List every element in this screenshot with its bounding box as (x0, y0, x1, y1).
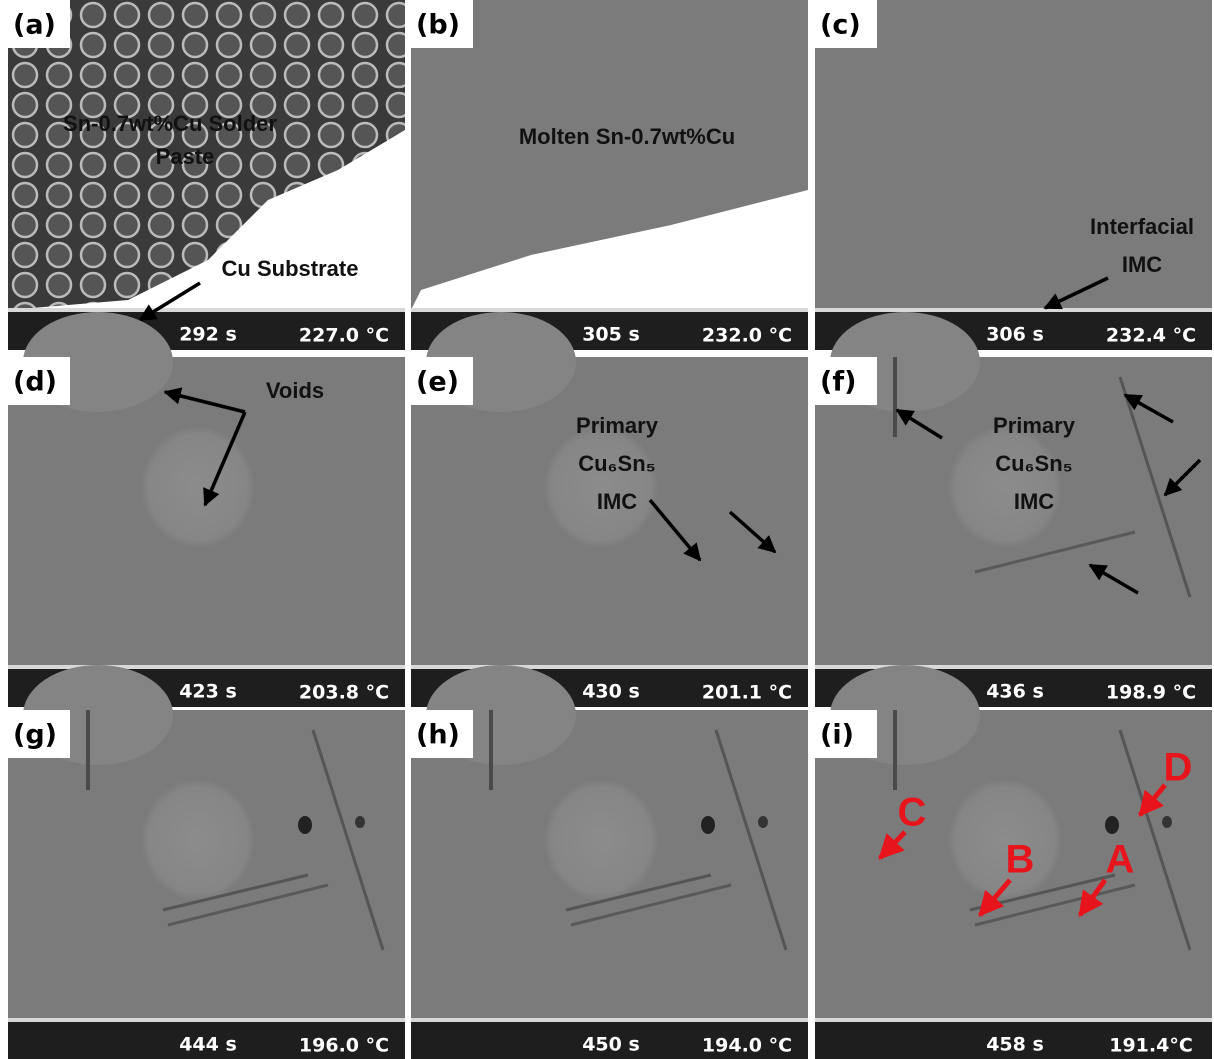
time: 450 s (582, 1034, 640, 1056)
annotation: Primary (576, 413, 659, 438)
temperature: 201.1 °C (702, 682, 792, 704)
panel-label: (f) (820, 367, 856, 398)
interface-line (8, 1018, 405, 1022)
time: 430 s (582, 681, 640, 703)
time: 305 s (582, 324, 640, 346)
pore (355, 816, 365, 828)
temperature: 191.4°C (1109, 1035, 1193, 1057)
temperature: 203.8 °C (299, 682, 389, 704)
figure: (a) 292 s 227.0 °C Sn-0.7wt%Cu Solder Paste C… (0, 0, 1214, 1059)
temperature: 198.9 °C (1106, 682, 1196, 704)
pore (1105, 816, 1119, 834)
interface-line (411, 1018, 808, 1022)
panel: (e) 430 s 201.1 °C Primary Cu₆Sn₅ IMC (411, 312, 808, 707)
time: 458 s (986, 1034, 1044, 1056)
panel: (c) 306 s 232.4 °C Interfacial IMC (815, 0, 1212, 350)
panel: (f) 436 s 198.9 °C Primary Cu₆Sn₅ IMC (815, 312, 1212, 707)
time: 444 s (179, 1034, 237, 1056)
annotation: D (1164, 746, 1193, 790)
time: 292 s (179, 324, 237, 346)
temperature: 194.0 °C (702, 1035, 792, 1057)
void (140, 778, 256, 902)
annotation: Paste (156, 144, 215, 169)
panel: (h) 450 s 194.0 °C (411, 665, 808, 1059)
annotation: IMC (1122, 252, 1162, 277)
panel-label: (h) (416, 720, 460, 751)
panel: (a) 292 s 227.0 °C Sn-0.7wt%Cu Solder Paste C… (8, 0, 405, 350)
annotation: Sn-0.7wt%Cu Solder (63, 111, 277, 136)
void (543, 778, 659, 902)
temperature: 232.4 °C (1106, 325, 1196, 347)
annotation: Interfacial (1090, 214, 1194, 239)
pore (758, 816, 768, 828)
panel: (g) 444 s 196.0 °C (8, 665, 405, 1059)
panel-label: (b) (416, 10, 460, 41)
interface-line (815, 308, 1212, 312)
interface-line (8, 308, 405, 312)
annotation: Voids (266, 378, 324, 403)
panel: (b) 305 s 232.0 °C Molten Sn-0.7wt%Cu (411, 0, 808, 350)
annotation: B (1006, 838, 1035, 882)
panel-label: (a) (13, 10, 56, 41)
temperature: 196.0 °C (299, 1035, 389, 1057)
interface-line (411, 665, 808, 669)
interface-line (411, 308, 808, 312)
panel: (i) 458 s 191.4°C D C B A (815, 665, 1212, 1059)
panel-label: (i) (820, 720, 854, 751)
annotation: IMC (597, 489, 637, 514)
time: 436 s (986, 681, 1044, 703)
annotation: Cu Substrate (222, 256, 359, 281)
interface-line (815, 1018, 1212, 1022)
panel-label: (c) (820, 10, 861, 41)
interface-line (815, 665, 1212, 669)
panel: (d) 423 s 203.8 °C Voids (8, 312, 405, 707)
annotation: C (898, 791, 927, 835)
pore (701, 816, 715, 834)
annotation: Primary (993, 413, 1076, 438)
void (947, 425, 1063, 549)
pore (1162, 816, 1172, 828)
annotation: Cu₆Sn₅ (995, 451, 1073, 476)
time: 423 s (179, 681, 237, 703)
micrograph (815, 0, 1212, 350)
void (543, 425, 659, 549)
annotation: Molten Sn-0.7wt%Cu (519, 124, 735, 149)
pore (298, 816, 312, 834)
panel-label: (e) (416, 367, 459, 398)
annotation: A (1106, 838, 1135, 882)
panel-label: (d) (13, 367, 57, 398)
panel-label: (g) (13, 720, 57, 751)
annotation: Cu₆Sn₅ (578, 451, 656, 476)
void (140, 425, 256, 549)
time: 306 s (986, 324, 1044, 346)
temperature: 227.0 °C (299, 325, 389, 347)
annotation: IMC (1014, 489, 1054, 514)
interface-line (8, 665, 405, 669)
temperature: 232.0 °C (702, 325, 792, 347)
